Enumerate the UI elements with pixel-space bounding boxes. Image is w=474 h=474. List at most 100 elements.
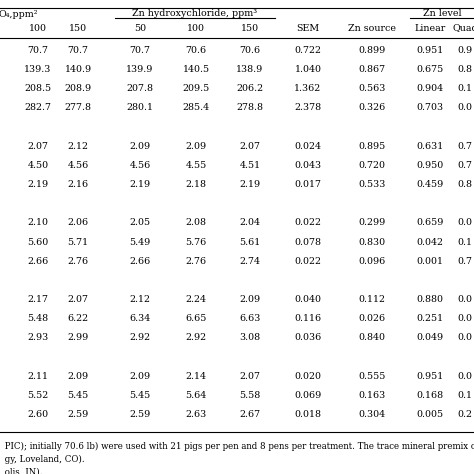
Text: 0.022: 0.022 [294, 219, 321, 228]
Text: 6.22: 6.22 [67, 314, 89, 323]
Text: 6.65: 6.65 [185, 314, 207, 323]
Text: 5.52: 5.52 [27, 391, 49, 400]
Text: 0.163: 0.163 [358, 391, 386, 400]
Text: 2.09: 2.09 [185, 142, 207, 151]
Text: 0.951: 0.951 [416, 46, 444, 55]
Text: 206.2: 206.2 [237, 84, 264, 93]
Text: 5.48: 5.48 [27, 314, 48, 323]
Text: 4.55: 4.55 [185, 161, 207, 170]
Text: 0.7: 0.7 [457, 257, 473, 266]
Text: 2.04: 2.04 [239, 219, 261, 228]
Text: 2.19: 2.19 [239, 180, 261, 189]
Text: 2.16: 2.16 [67, 180, 89, 189]
Text: 5.76: 5.76 [185, 237, 207, 246]
Text: 2.09: 2.09 [239, 295, 261, 304]
Text: 2.17: 2.17 [27, 295, 48, 304]
Text: 0.0: 0.0 [457, 103, 473, 112]
Text: 285.4: 285.4 [182, 103, 210, 112]
Text: 1.040: 1.040 [294, 64, 321, 73]
Text: 0.168: 0.168 [417, 391, 444, 400]
Text: 2.19: 2.19 [129, 180, 151, 189]
Text: olis, IN).: olis, IN). [2, 468, 43, 474]
Text: 2.66: 2.66 [129, 257, 151, 266]
Text: 0.0: 0.0 [457, 314, 473, 323]
Text: 6.63: 6.63 [239, 314, 261, 323]
Text: 0.020: 0.020 [294, 372, 321, 381]
Text: 70.7: 70.7 [129, 46, 151, 55]
Text: 280.1: 280.1 [127, 103, 154, 112]
Text: 2.74: 2.74 [239, 257, 261, 266]
Text: 70.7: 70.7 [27, 46, 48, 55]
Text: 2.09: 2.09 [67, 372, 89, 381]
Text: 150: 150 [69, 24, 87, 33]
Text: 5.45: 5.45 [67, 391, 89, 400]
Text: 2.07: 2.07 [27, 142, 48, 151]
Text: 0.840: 0.840 [358, 334, 385, 343]
Text: 2.67: 2.67 [239, 410, 261, 419]
Text: 0.0: 0.0 [457, 295, 473, 304]
Text: Linear: Linear [414, 24, 446, 33]
Text: 0.096: 0.096 [358, 257, 386, 266]
Text: 50: 50 [134, 24, 146, 33]
Text: 0.867: 0.867 [358, 64, 385, 73]
Text: 0.022: 0.022 [294, 257, 321, 266]
Text: 0.1: 0.1 [457, 391, 473, 400]
Text: 0.116: 0.116 [294, 314, 321, 323]
Text: 0.078: 0.078 [294, 237, 321, 246]
Text: 70.6: 70.6 [239, 46, 261, 55]
Text: 0.563: 0.563 [358, 84, 386, 93]
Text: 5.49: 5.49 [129, 237, 151, 246]
Text: 0.8: 0.8 [457, 64, 473, 73]
Text: 5.58: 5.58 [239, 391, 261, 400]
Text: 2.07: 2.07 [239, 372, 261, 381]
Text: 2.378: 2.378 [294, 103, 321, 112]
Text: 150: 150 [241, 24, 259, 33]
Text: Zn source: Zn source [348, 24, 396, 33]
Text: 6.34: 6.34 [129, 314, 151, 323]
Text: 0.049: 0.049 [417, 334, 444, 343]
Text: 2.10: 2.10 [27, 219, 48, 228]
Text: 4.56: 4.56 [67, 161, 89, 170]
Text: 5.71: 5.71 [67, 237, 89, 246]
Text: 0.703: 0.703 [417, 103, 444, 112]
Text: 0.304: 0.304 [358, 410, 385, 419]
Text: 4.51: 4.51 [239, 161, 261, 170]
Text: 0.001: 0.001 [417, 257, 444, 266]
Text: 140.9: 140.9 [64, 64, 91, 73]
Text: 2.12: 2.12 [129, 295, 151, 304]
Text: 0.024: 0.024 [294, 142, 321, 151]
Text: 4.50: 4.50 [27, 161, 48, 170]
Text: 0.0: 0.0 [457, 372, 473, 381]
Text: Quad: Quad [452, 24, 474, 33]
Text: 2.09: 2.09 [129, 372, 151, 381]
Text: 0.043: 0.043 [294, 161, 321, 170]
Text: 0.299: 0.299 [358, 219, 386, 228]
Text: 0.026: 0.026 [358, 314, 385, 323]
Text: 2.05: 2.05 [129, 219, 151, 228]
Text: 2.14: 2.14 [185, 372, 207, 381]
Text: 2.24: 2.24 [185, 295, 207, 304]
Text: 2.60: 2.60 [27, 410, 48, 419]
Text: 0.0: 0.0 [457, 334, 473, 343]
Text: 139.9: 139.9 [126, 64, 154, 73]
Text: 3.08: 3.08 [239, 334, 261, 343]
Text: 0.112: 0.112 [358, 295, 385, 304]
Text: 0.555: 0.555 [358, 372, 386, 381]
Text: 139.3: 139.3 [24, 64, 52, 73]
Text: 0.2: 0.2 [457, 410, 473, 419]
Text: 100: 100 [187, 24, 205, 33]
Text: 0.251: 0.251 [417, 314, 444, 323]
Text: 0.9: 0.9 [457, 46, 473, 55]
Text: 0.880: 0.880 [417, 295, 444, 304]
Text: 0.1: 0.1 [457, 237, 473, 246]
Text: 1.362: 1.362 [294, 84, 322, 93]
Text: 138.9: 138.9 [237, 64, 264, 73]
Text: 2.76: 2.76 [67, 257, 89, 266]
Text: 0.036: 0.036 [294, 334, 322, 343]
Text: 2.92: 2.92 [129, 334, 151, 343]
Text: 277.8: 277.8 [64, 103, 91, 112]
Text: 0.042: 0.042 [417, 237, 444, 246]
Text: 2.63: 2.63 [185, 410, 207, 419]
Text: 2.66: 2.66 [27, 257, 49, 266]
Text: 2.07: 2.07 [67, 295, 89, 304]
